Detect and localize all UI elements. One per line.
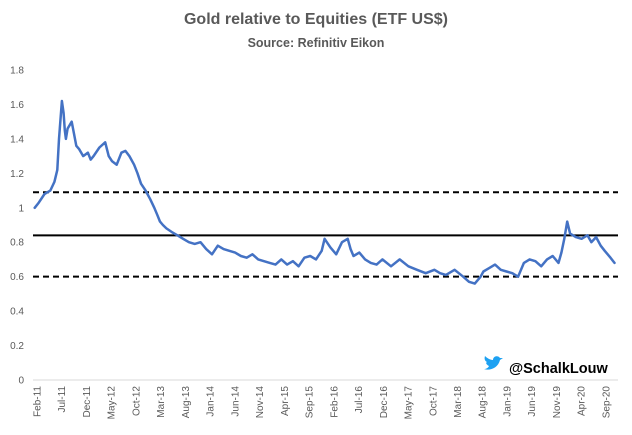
series-layer xyxy=(33,99,616,285)
x-tick-label: Jan-14 xyxy=(206,386,217,417)
y-tick-label: 0.2 xyxy=(10,341,24,352)
x-tick-label: Apr-15 xyxy=(280,386,291,416)
reference-lines xyxy=(33,191,618,278)
x-tick-label: May-12 xyxy=(107,386,118,420)
series-line xyxy=(33,99,616,285)
watermark: @SchalkLouw xyxy=(484,356,608,377)
x-tick-label: Oct-12 xyxy=(131,386,142,416)
y-tick-label: 0.6 xyxy=(10,272,24,283)
y-tick-label: 0.8 xyxy=(10,238,24,249)
x-tick-label: Nov-19 xyxy=(552,386,563,419)
x-tick-label: Mar-18 xyxy=(453,386,464,418)
y-tick-label: 1.6 xyxy=(10,100,24,111)
chart-subtitle: Source: Refinitiv Eikon xyxy=(247,36,385,50)
chart-title: Gold relative to Equities (ETF US$) xyxy=(183,11,449,28)
x-tick-label: Feb-11 xyxy=(33,386,44,417)
x-tick-label: Jul-16 xyxy=(354,386,365,414)
twitter-handle: @SchalkLouw xyxy=(509,361,608,377)
x-tick-label: Dec-11 xyxy=(82,386,93,418)
y-axis: 0 0.2 0.4 0.6 0.8 1 1.2 1.4 1.6 1.8 xyxy=(10,66,24,387)
x-tick-label: Aug-13 xyxy=(181,386,192,419)
y-tick-label: 1 xyxy=(18,203,24,214)
x-tick-label: Jan-19 xyxy=(502,386,513,417)
x-tick-label: Mar-13 xyxy=(156,386,167,418)
x-tick-label: Sep-20 xyxy=(601,386,612,419)
y-tick-label: 1.2 xyxy=(10,169,24,180)
twitter-bird-icon xyxy=(484,356,503,370)
x-tick-label: Sep-15 xyxy=(305,386,316,419)
x-tick-label: Dec-16 xyxy=(379,386,390,419)
x-tick-label: Oct-17 xyxy=(428,386,439,416)
y-tick-label: 1.4 xyxy=(10,134,24,145)
x-tick-label: May-17 xyxy=(404,386,415,420)
x-tick-label: Feb-16 xyxy=(329,386,340,418)
x-tick-label: Jun-19 xyxy=(527,386,538,417)
x-tick-label: Jul-11 xyxy=(57,386,68,413)
y-tick-label: 0 xyxy=(18,376,24,387)
x-axis: Feb-11 Jul-11 Dec-11 May-12 Oct-12 Mar-13 Aug-… xyxy=(33,379,618,420)
x-tick-label: Aug-18 xyxy=(478,386,489,419)
y-tick-label: 0.4 xyxy=(10,307,24,318)
x-tick-label: Jun-14 xyxy=(230,386,241,417)
x-tick-label: Nov-14 xyxy=(255,386,266,419)
x-tick-label: Apr-20 xyxy=(577,386,588,416)
y-tick-label: 1.8 xyxy=(10,66,24,77)
